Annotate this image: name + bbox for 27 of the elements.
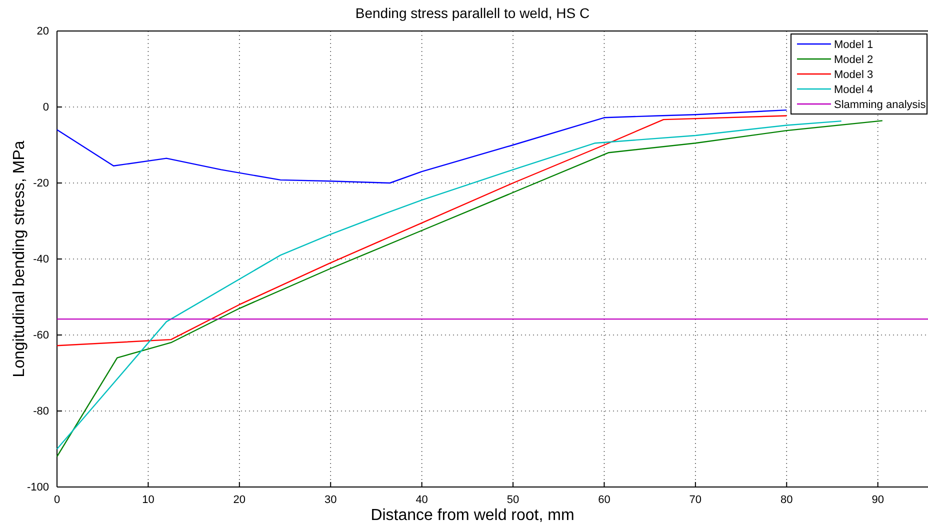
legend-label: Slamming analysis [834,99,926,111]
x-tick-label: 30 [324,494,337,506]
y-tick-label: -20 [33,178,49,190]
legend-label: Model 3 [834,69,874,81]
y-tick-label: -60 [33,330,49,342]
x-tick-label: 80 [780,494,793,506]
line-series [56,109,788,184]
x-tick-label: 10 [142,494,154,506]
legend-label: Model 4 [834,84,874,96]
legend-label: Model 2 [834,54,874,66]
y-tick-label: -100 [26,482,49,494]
line-series [56,115,788,346]
legend-label: Model 1 [834,39,874,51]
x-tick-label: 0 [54,494,60,506]
x-tick-label: 70 [689,494,702,506]
y-tick-label: 0 [42,102,49,114]
x-tick-label: 50 [506,494,520,506]
y-tick-label: -40 [33,254,49,266]
x-axis-title: Distance from weld root, mm [370,507,574,524]
chart-title: Bending stress parallell to weld, HS C [355,5,590,21]
y-tick-label: 20 [36,26,49,38]
x-tick-label: 90 [872,494,884,506]
y-axis-title: Longitudinal bending stress, MPa [11,140,28,378]
y-tick-label: -80 [33,406,49,418]
x-tick-label: 20 [233,494,246,506]
x-tick-label: 60 [598,494,610,506]
x-tick-label: 40 [416,494,428,506]
